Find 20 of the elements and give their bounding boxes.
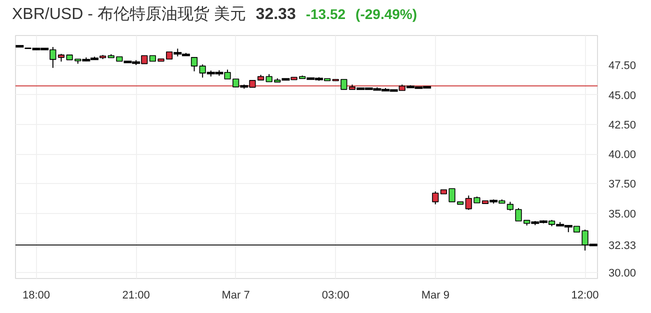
y-tick-label: 45.00: [608, 90, 636, 102]
ref-line-label: 32.33: [608, 240, 636, 252]
y-tick-label: 37.50: [608, 178, 636, 191]
y-tick-label: 42.50: [608, 119, 636, 132]
x-tick-label: 12:00: [571, 290, 599, 302]
y-tick-label: 30.00: [608, 268, 636, 280]
y-tick-label: 40.00: [608, 149, 636, 162]
candlestick: [432, 190, 439, 205]
candlestick: [190, 56, 198, 72]
y-tick-label: 35.00: [608, 208, 636, 220]
x-tick-label: 18:00: [22, 290, 50, 302]
x-tick-label: 03:00: [322, 290, 350, 302]
x-tick-label: 21:00: [122, 290, 150, 302]
y-tick-label: 47.50: [608, 60, 636, 72]
chart-title: XBR/USD - 布伦特原油现货 美元: [12, 6, 246, 23]
text: 32.33: [256, 6, 296, 23]
text: -13.52: [306, 6, 346, 22]
text: (-29.49%): [356, 6, 418, 22]
x-tick-label: Mar 7: [222, 290, 250, 302]
x-tick-label: Mar 9: [421, 290, 450, 302]
